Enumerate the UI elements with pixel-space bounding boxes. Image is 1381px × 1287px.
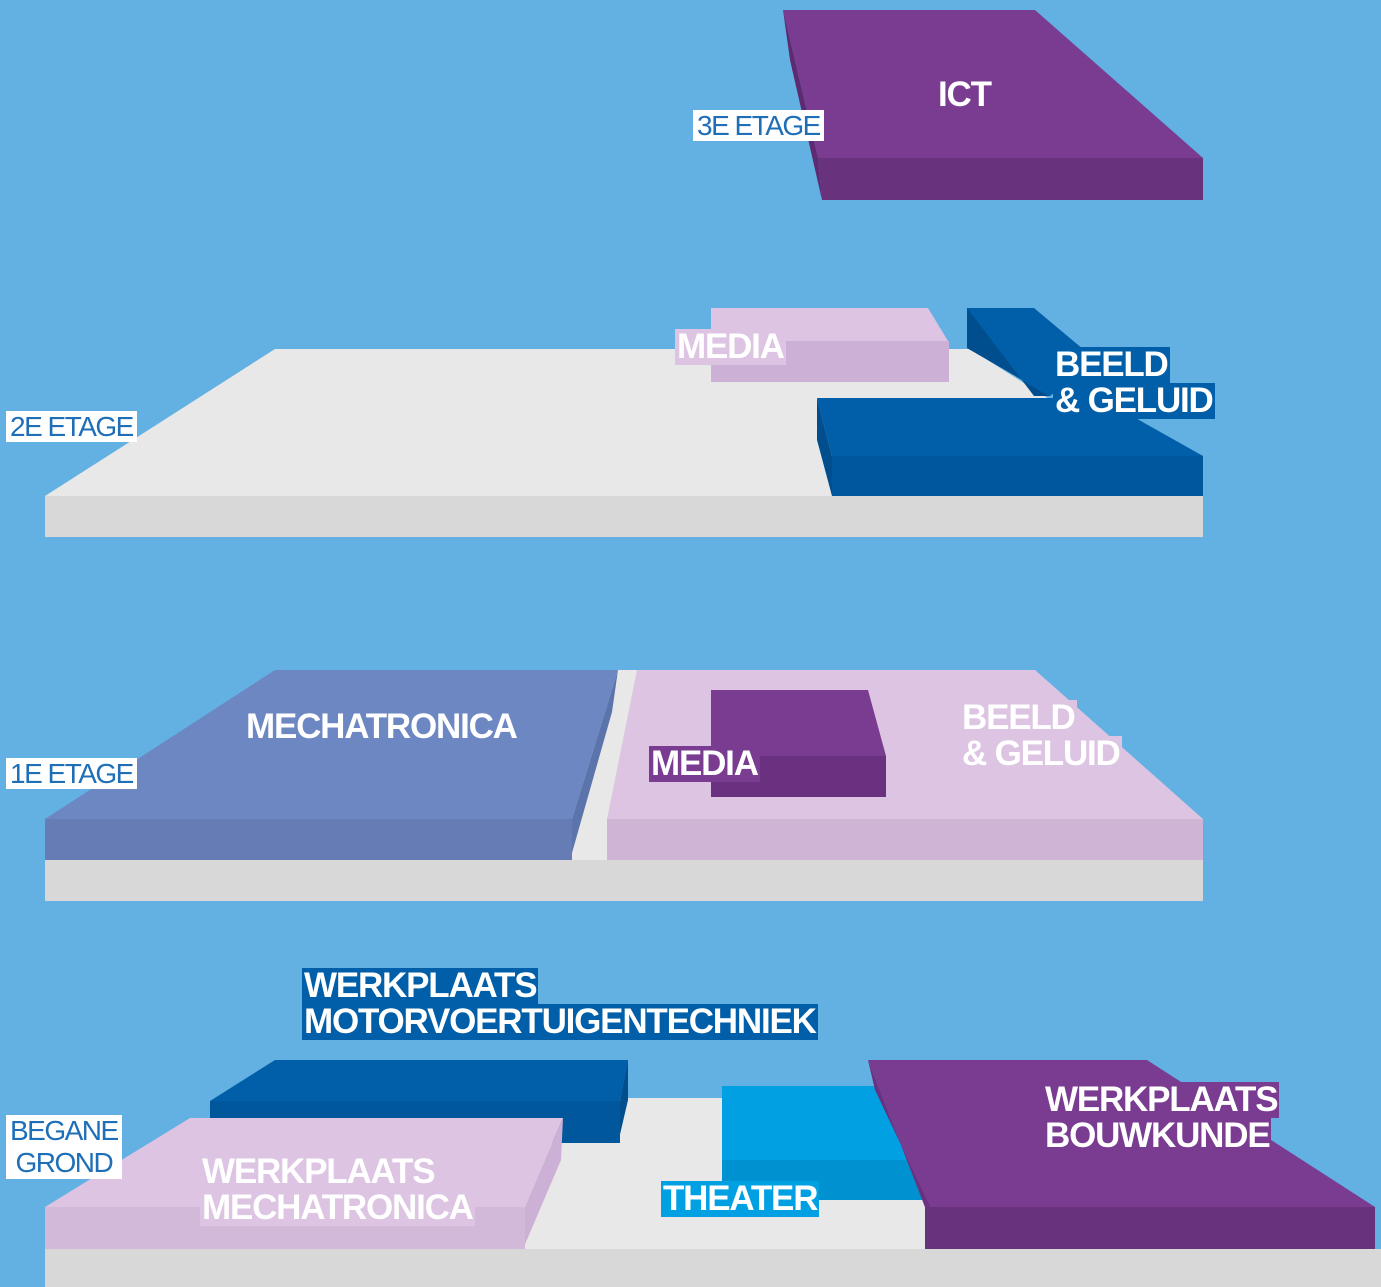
ground-theater-block — [722, 1086, 922, 1200]
floor-label-grond: GROND — [15, 1147, 113, 1178]
zone-label-mechatronica-1e-text: MECHATRONICA — [246, 707, 518, 746]
zone-label-media-2e-text: MEDIA — [675, 327, 786, 366]
floor-label-3e-etage: 3E ETAGE — [693, 110, 824, 141]
zone-label-werkplaats-mech: WERKPLAATS — [200, 1152, 437, 1191]
zone-label-theater-text: THEATER — [661, 1179, 820, 1218]
floor-label-2e-etage: 2E ETAGE — [6, 411, 137, 442]
floor-1-mechatronica-block — [45, 670, 618, 860]
zone-label-geluid-2e: & GELUID — [1053, 381, 1215, 420]
zone-label-motorvoertuigentechniek: WERKPLAATS MOTORVOERTUIGENTECHNIEK — [302, 968, 818, 1040]
zone-label-geluid-1e: & GELUID — [960, 734, 1122, 773]
zone-label-werkplaats-bouwkunde: WERKPLAATS BOUWKUNDE — [1043, 1080, 1280, 1155]
zone-label-werkplaats-mechatronica: WERKPLAATS MECHATRONICA — [200, 1154, 475, 1226]
zone-label-beeld-2e: BEELD — [1053, 345, 1170, 384]
zone-label-theater: THEATER — [661, 1179, 820, 1218]
zone-label-mechatronica-1e: MECHATRONICA — [246, 707, 518, 746]
zone-label-werkplaats-bk: WERKPLAATS — [1043, 1080, 1280, 1119]
zone-label-mechatronica-ground: MECHATRONICA — [200, 1188, 475, 1227]
zone-label-beeld-geluid-2e: BEELD & GELUID — [1053, 347, 1215, 419]
zone-label-ict-text: ICT — [936, 75, 993, 114]
zone-label-werkplaats-mvt: WERKPLAATS — [302, 966, 539, 1005]
floor-label-begane-grond: BEGANE GROND — [6, 1115, 122, 1179]
floor-label-begane: BEGANE — [10, 1115, 119, 1146]
floor-3-ict-block — [783, 10, 1203, 200]
zone-label-bouwkunde: BOUWKUNDE — [1043, 1116, 1272, 1155]
zone-label-ict: ICT — [936, 77, 993, 113]
zone-label-media-2e: MEDIA — [675, 329, 786, 365]
zone-label-beeld-geluid-1e: BEELD & GELUID — [960, 700, 1122, 772]
zone-label-motorvoertuigentechniek-text: MOTORVOERTUIGENTECHNIEK — [302, 1002, 818, 1041]
floor-label-1e-etage: 1E ETAGE — [6, 758, 137, 789]
zone-label-media-1e-text: MEDIA — [649, 744, 760, 783]
zone-label-media-1e: MEDIA — [649, 746, 760, 782]
zone-label-beeld-1e: BEELD — [960, 698, 1077, 737]
